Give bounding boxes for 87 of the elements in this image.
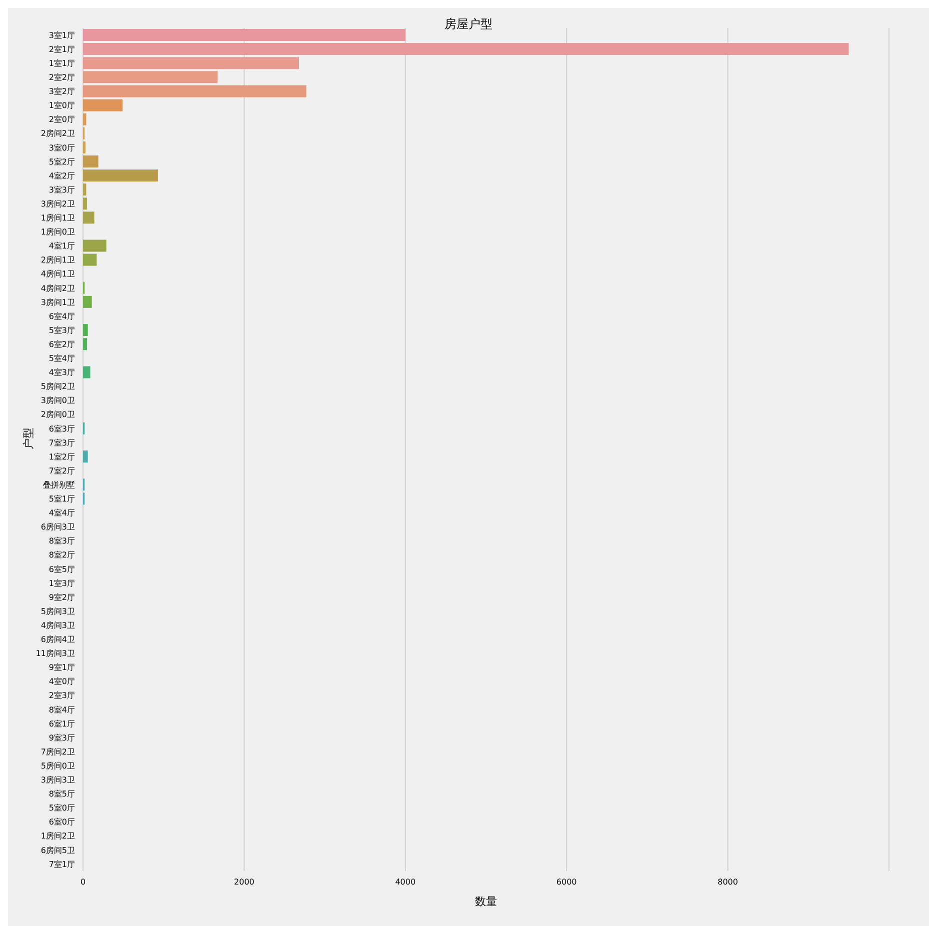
y-tick-label: 2房间1卫 bbox=[40, 256, 75, 265]
bar bbox=[83, 71, 218, 84]
y-tick-label: 9室1厅 bbox=[48, 663, 75, 672]
x-tick-label: 6000 bbox=[556, 878, 577, 887]
y-tick-label: 1室2厅 bbox=[48, 452, 75, 462]
y-tick-label: 3室1厅 bbox=[48, 30, 75, 40]
x-tick-label: 0 bbox=[80, 878, 86, 887]
y-tick-label: 1房间2卫 bbox=[40, 832, 75, 841]
y-tick-label: 3室2厅 bbox=[48, 87, 75, 96]
y-tick-label: 3房间2卫 bbox=[40, 199, 75, 208]
y-tick-label: 3室3厅 bbox=[48, 185, 75, 194]
x-tick-label: 8000 bbox=[718, 878, 738, 887]
y-tick-label: 1室1厅 bbox=[48, 58, 75, 68]
y-tick-label: 4室4厅 bbox=[48, 508, 75, 518]
y-tick-label: 4室3厅 bbox=[48, 368, 75, 378]
y-tick-label: 2室0厅 bbox=[48, 115, 75, 124]
x-tick-label: 2000 bbox=[234, 878, 254, 887]
y-tick-label: 2室2厅 bbox=[48, 73, 75, 82]
y-tick-label: 9室3厅 bbox=[48, 733, 75, 742]
y-tick-label: 5房间0卫 bbox=[40, 761, 75, 770]
bar bbox=[83, 240, 106, 252]
y-tick-label: 3室0厅 bbox=[48, 143, 75, 152]
y-tick-label: 5房间2卫 bbox=[40, 382, 75, 392]
y-tick-label: 3房间1卫 bbox=[40, 298, 75, 307]
y-tick-label: 6室5厅 bbox=[48, 564, 75, 574]
y-tick-label: 5室4厅 bbox=[48, 354, 75, 364]
bar bbox=[83, 212, 94, 224]
y-tick-label: 6房间5卫 bbox=[40, 846, 75, 855]
y-tick-label: 2房间0卫 bbox=[40, 410, 75, 420]
y-tick-label: 8室5厅 bbox=[48, 790, 75, 799]
y-tick-label: 7室1厅 bbox=[48, 860, 75, 869]
y-tick-label: 3房间0卫 bbox=[40, 396, 75, 406]
y-tick-label: 6房间4卫 bbox=[40, 635, 75, 644]
y-tick-label: 2房间2卫 bbox=[40, 129, 75, 138]
y-tick-label: 8室2厅 bbox=[48, 550, 75, 560]
bar bbox=[83, 296, 92, 308]
y-tick-label: 5室2厅 bbox=[48, 157, 75, 166]
y-tick-label: 6室4厅 bbox=[48, 312, 75, 321]
y-tick-label: 1房间1卫 bbox=[40, 214, 75, 223]
y-tick-label: 4室0厅 bbox=[48, 677, 75, 686]
bar bbox=[83, 254, 97, 266]
bar bbox=[83, 29, 406, 41]
chart-title: 房屋户型 bbox=[444, 17, 492, 31]
y-tick-label: 6室1厅 bbox=[48, 719, 75, 728]
y-axis-title: 户型 bbox=[22, 428, 35, 450]
bar bbox=[83, 99, 122, 112]
y-tick-label: 5房间3卫 bbox=[40, 606, 75, 616]
y-tick-label: 4室2厅 bbox=[48, 171, 75, 180]
y-tick-label: 6室0厅 bbox=[48, 818, 75, 827]
bar bbox=[83, 170, 158, 182]
bar bbox=[83, 43, 849, 56]
y-tick-label: 5室3厅 bbox=[48, 326, 75, 335]
y-tick-label: 6室2厅 bbox=[48, 340, 75, 349]
y-tick-label: 3房间3卫 bbox=[40, 776, 75, 785]
bar bbox=[83, 155, 98, 168]
bar bbox=[83, 338, 88, 350]
bar bbox=[83, 198, 88, 210]
y-tick-label: 4房间3卫 bbox=[40, 620, 75, 630]
y-tick-label: 4房间1卫 bbox=[40, 270, 75, 279]
bar bbox=[83, 113, 86, 126]
y-tick-label: 7室2厅 bbox=[48, 466, 75, 476]
x-tick-label: 4000 bbox=[395, 878, 416, 887]
y-tick-label: 8室3厅 bbox=[48, 536, 75, 546]
y-tick-label: 6房间3卫 bbox=[40, 522, 75, 532]
bar bbox=[83, 184, 86, 196]
bar bbox=[83, 366, 90, 378]
y-tick-label: 1房间0卫 bbox=[40, 228, 75, 237]
y-tick-label: 6室3厅 bbox=[48, 424, 75, 434]
y-tick-label: 1室3厅 bbox=[48, 578, 75, 588]
bar bbox=[83, 450, 88, 462]
y-tick-label: 4房间2卫 bbox=[40, 284, 75, 293]
y-tick-label: 11房间3卫 bbox=[36, 649, 75, 658]
bar bbox=[83, 85, 306, 98]
y-tick-label: 8室4厅 bbox=[48, 705, 75, 714]
x-axis-title: 数量 bbox=[475, 895, 497, 908]
y-tick-label: 4室1厅 bbox=[48, 242, 75, 251]
y-tick-label: 9室2厅 bbox=[48, 592, 75, 602]
y-tick-label: 7室3厅 bbox=[48, 438, 75, 448]
y-tick-label: 2室1厅 bbox=[48, 44, 75, 54]
y-tick-label: 1室0厅 bbox=[48, 101, 75, 110]
y-tick-label: 5室1厅 bbox=[48, 494, 75, 504]
y-tick-label: 叠拼别墅 bbox=[43, 480, 75, 490]
y-tick-label: 5室0厅 bbox=[48, 804, 75, 813]
y-tick-label: 2室3厅 bbox=[48, 691, 75, 700]
bar bbox=[83, 324, 88, 336]
y-tick-label: 7房间2卫 bbox=[40, 747, 75, 756]
bar bbox=[83, 57, 300, 70]
